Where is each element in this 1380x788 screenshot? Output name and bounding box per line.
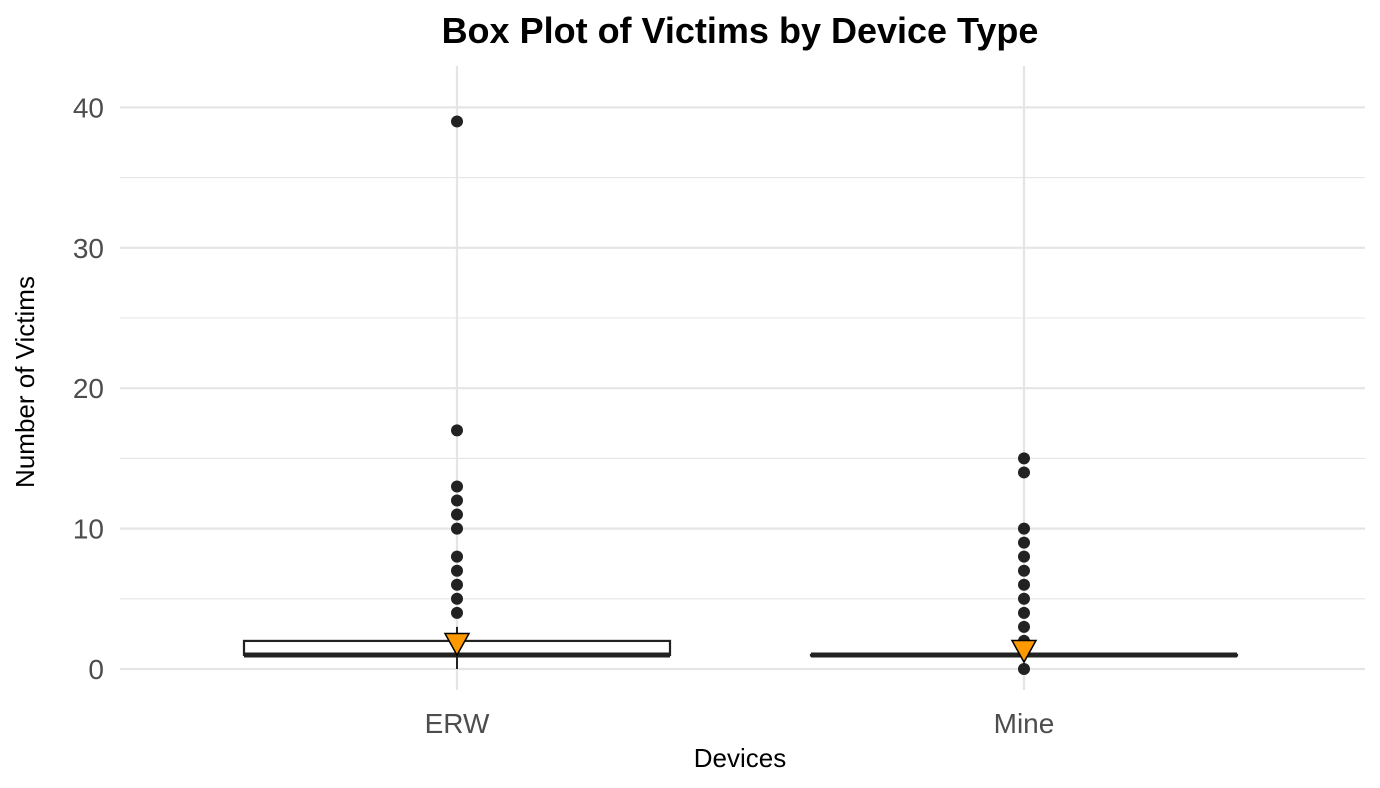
chart-title: Box Plot of Victims by Device Type (442, 10, 1039, 51)
outlier-point (1018, 536, 1030, 549)
outlier-point (1018, 606, 1030, 619)
tick-labels: 0 10 20 30 40 ERW Mine (73, 92, 1055, 739)
outlier-point (451, 592, 463, 605)
outlier-point (1018, 663, 1030, 675)
grid-lines (120, 66, 1365, 690)
mean-marker (1010, 639, 1038, 664)
boxes (242, 626, 1239, 669)
y-tick-label: 30 (73, 233, 104, 264)
y-tick-label: 0 (88, 654, 104, 685)
outlier-point (451, 564, 463, 577)
outlier-point (451, 480, 463, 493)
outlier-point (451, 522, 463, 535)
x-axis-title: Devices (694, 743, 786, 773)
outlier-point (451, 606, 463, 619)
outlier-point (1018, 564, 1030, 577)
y-tick-label: 40 (73, 92, 104, 123)
outlier-point (1018, 578, 1030, 591)
y-axis-title: Number of Victims (10, 276, 40, 488)
outlier-point (1018, 550, 1030, 563)
y-tick-label: 20 (73, 373, 104, 404)
y-tick-label: 10 (73, 514, 104, 545)
outlier-point (1018, 452, 1030, 465)
outlier-point (451, 550, 463, 563)
x-tick-label: Mine (994, 708, 1055, 739)
outlier-point (451, 508, 463, 521)
outlier-point (1018, 466, 1030, 479)
outlier-point (451, 424, 463, 437)
outlier-point (451, 494, 463, 507)
mean-marker (443, 632, 471, 657)
outlier-point (1018, 592, 1030, 605)
x-tick-label: ERW (425, 708, 490, 739)
outlier-point (451, 115, 463, 128)
points (443, 115, 1038, 675)
outlier-point (1018, 522, 1030, 535)
outlier-point (451, 578, 463, 591)
outlier-point (1018, 620, 1030, 633)
